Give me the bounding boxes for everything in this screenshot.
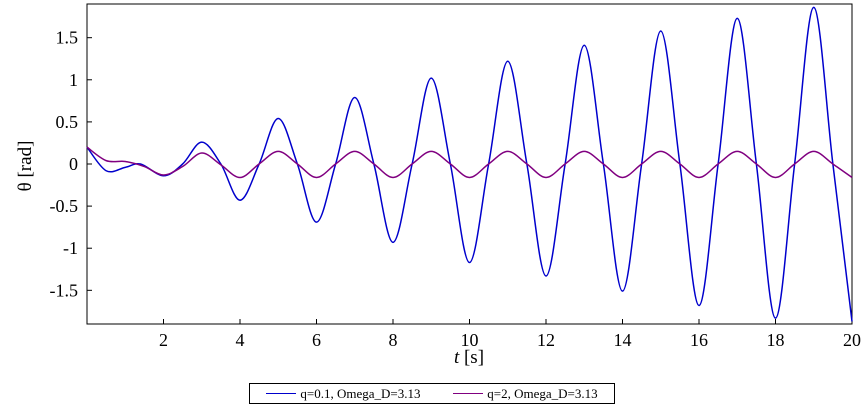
x-tick-label: 8 <box>389 330 398 350</box>
legend-item-series-1: q=0.1, Omega_D=3.13 <box>266 386 420 402</box>
y-axis-title: θ [rad] <box>15 141 36 192</box>
y-tick-label: 0.5 <box>56 112 79 132</box>
x-tick-label: 2 <box>159 330 168 350</box>
y-tick-label: -1 <box>63 238 78 258</box>
x-axis-title: t [s] <box>454 347 484 368</box>
legend-swatch-series-1 <box>266 393 297 394</box>
x-tick-label: 10 <box>461 330 479 350</box>
y-tick-label: -1.5 <box>50 280 79 300</box>
y-tick-label: -0.5 <box>50 196 79 216</box>
x-tick-label: 6 <box>312 330 321 350</box>
legend-label-series-1: q=0.1, Omega_D=3.13 <box>300 385 421 401</box>
x-tick-label: 18 <box>767 330 785 350</box>
y-axis: -1.5 -1 -0.5 0 0.5 1 1.5 <box>50 28 92 300</box>
y-tick-label: 0 <box>69 154 78 174</box>
chart: 2 4 6 8 10 12 14 16 18 20 -1.5 -1 -0.5 0 0.5 1 1.5 t [s… <box>15 3 861 368</box>
series-line-2 <box>86 146 853 179</box>
x-tick-label: 4 <box>236 330 245 350</box>
y-tick-label: 1 <box>69 70 78 90</box>
legend: q=0.1, Omega_D=3.13 q=2, Omega_D=3.13 <box>249 383 615 404</box>
x-tick-label: 12 <box>537 330 555 350</box>
legend-label-series-2: q=2, Omega_D=3.13 <box>487 385 598 401</box>
y-tick-label: 1.5 <box>56 28 79 48</box>
series-layer <box>86 6 853 322</box>
plot-frame <box>86 3 853 325</box>
legend-swatch-series-2 <box>453 393 484 394</box>
x-axis: 2 4 6 8 10 12 14 16 18 20 <box>159 319 861 350</box>
x-tick-label: 20 <box>843 330 861 350</box>
x-tick-label: 14 <box>614 330 632 350</box>
legend-item-series-2: q=2, Omega_D=3.13 <box>453 385 598 402</box>
series-line-1 <box>86 6 853 322</box>
x-tick-label: 16 <box>690 330 708 350</box>
